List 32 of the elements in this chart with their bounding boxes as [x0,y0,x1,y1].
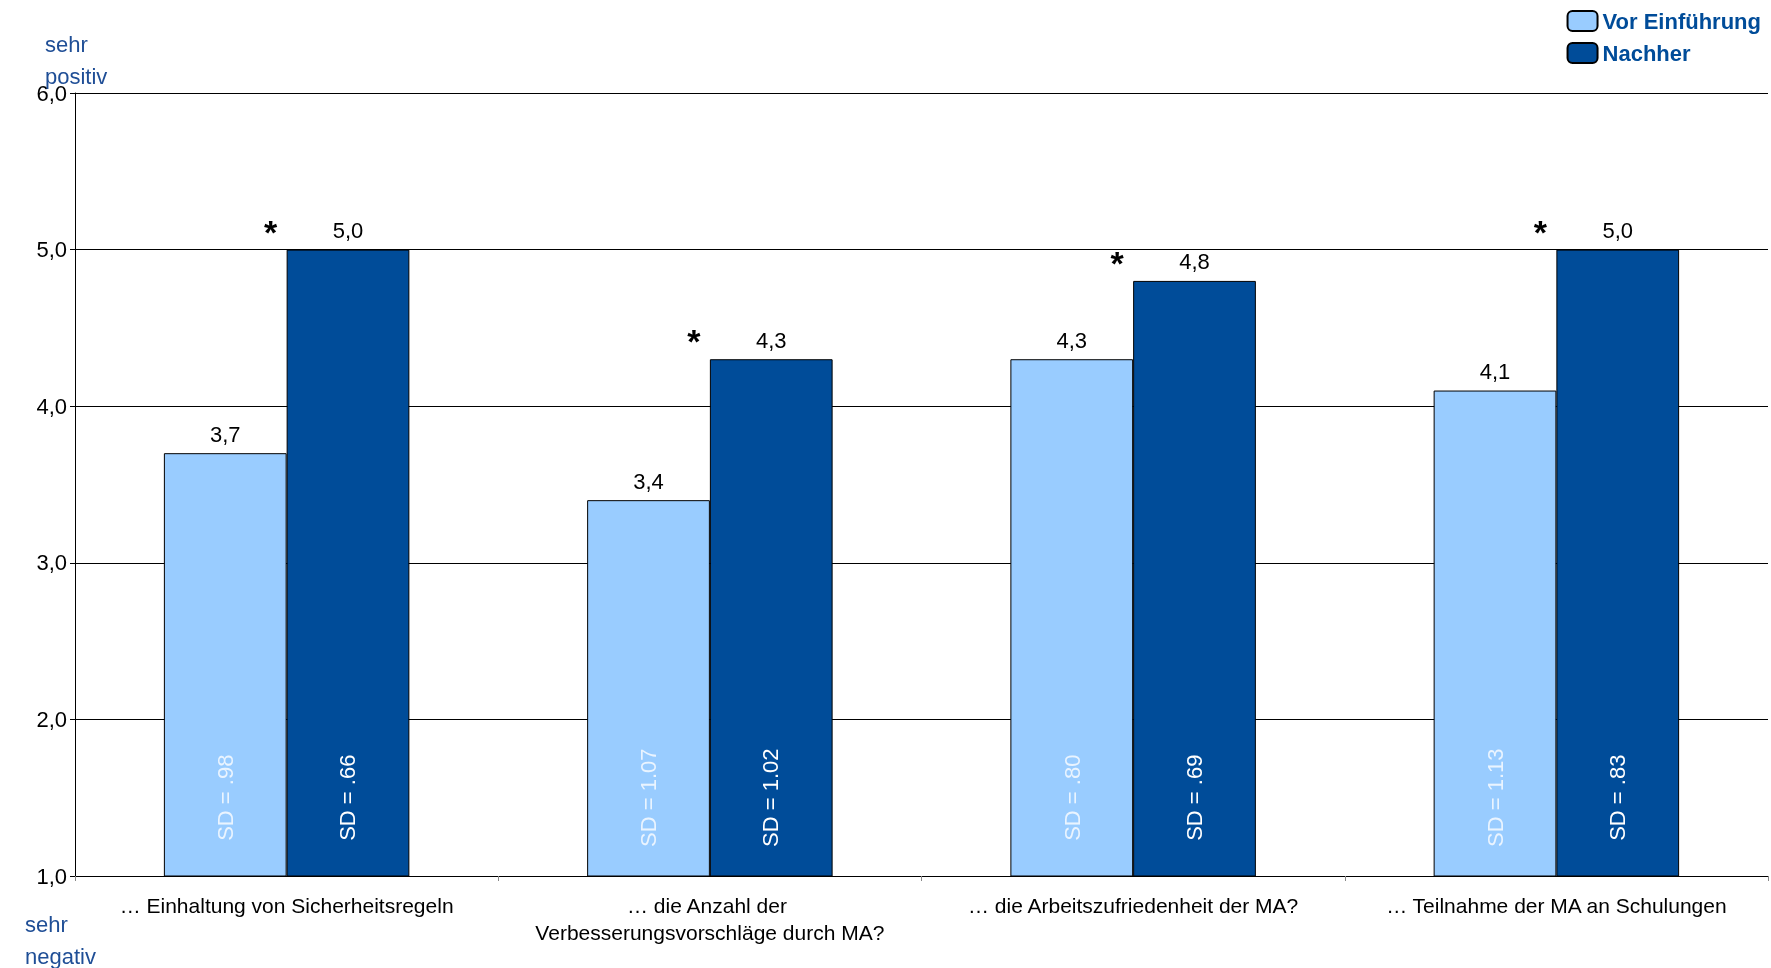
data-label: 5,0 [1602,218,1634,244]
x-tick-label: … Teilnahme der MA an Schulungen [1386,894,1727,917]
annotation: SD = 1.07 [636,748,662,847]
data-label: 3,4 [633,468,664,494]
legend-label: Nachher [1602,40,1692,66]
data-label: 3,7 [209,421,241,447]
annotation: * [1533,212,1548,251]
annotation: SD = 1.02 [758,748,784,847]
annotation: * [1110,243,1125,282]
annotation: SD = .69 [1181,754,1207,841]
x-tick-label: … die Arbeitszufriedenheit der MA? [967,894,1299,917]
annotation: * [264,212,279,251]
annotation: SD = .83 [1604,754,1630,841]
y-tick-label: 3,0 [36,550,67,576]
text: sehr negativ [25,911,96,968]
annotation: SD = .98 [213,754,239,841]
annotation: * [687,322,702,361]
y-tick-label: 5,0 [36,237,67,263]
y-tick-label: 4,0 [36,393,67,419]
data-label: 4,3 [755,327,787,353]
y-tick-label: 1,0 [36,863,67,889]
x-tick-label: … Einhaltung von Sicherheitsregeln [119,894,454,917]
data-label: 4,8 [1179,249,1210,275]
data-label: 5,0 [332,218,364,244]
y-tick-label: 2,0 [36,706,67,732]
x-tick-label: … die Anzahl der Verbesserungsvorschläge durch MA? [535,894,885,944]
annotation: SD = .80 [1059,754,1085,841]
data-label: 4,3 [1056,327,1088,353]
data-label: 4,1 [1479,359,1511,385]
legend-label: Vor Einführung [1602,8,1762,34]
annotation: SD = .66 [335,754,361,841]
annotation: SD = 1.13 [1482,748,1508,847]
